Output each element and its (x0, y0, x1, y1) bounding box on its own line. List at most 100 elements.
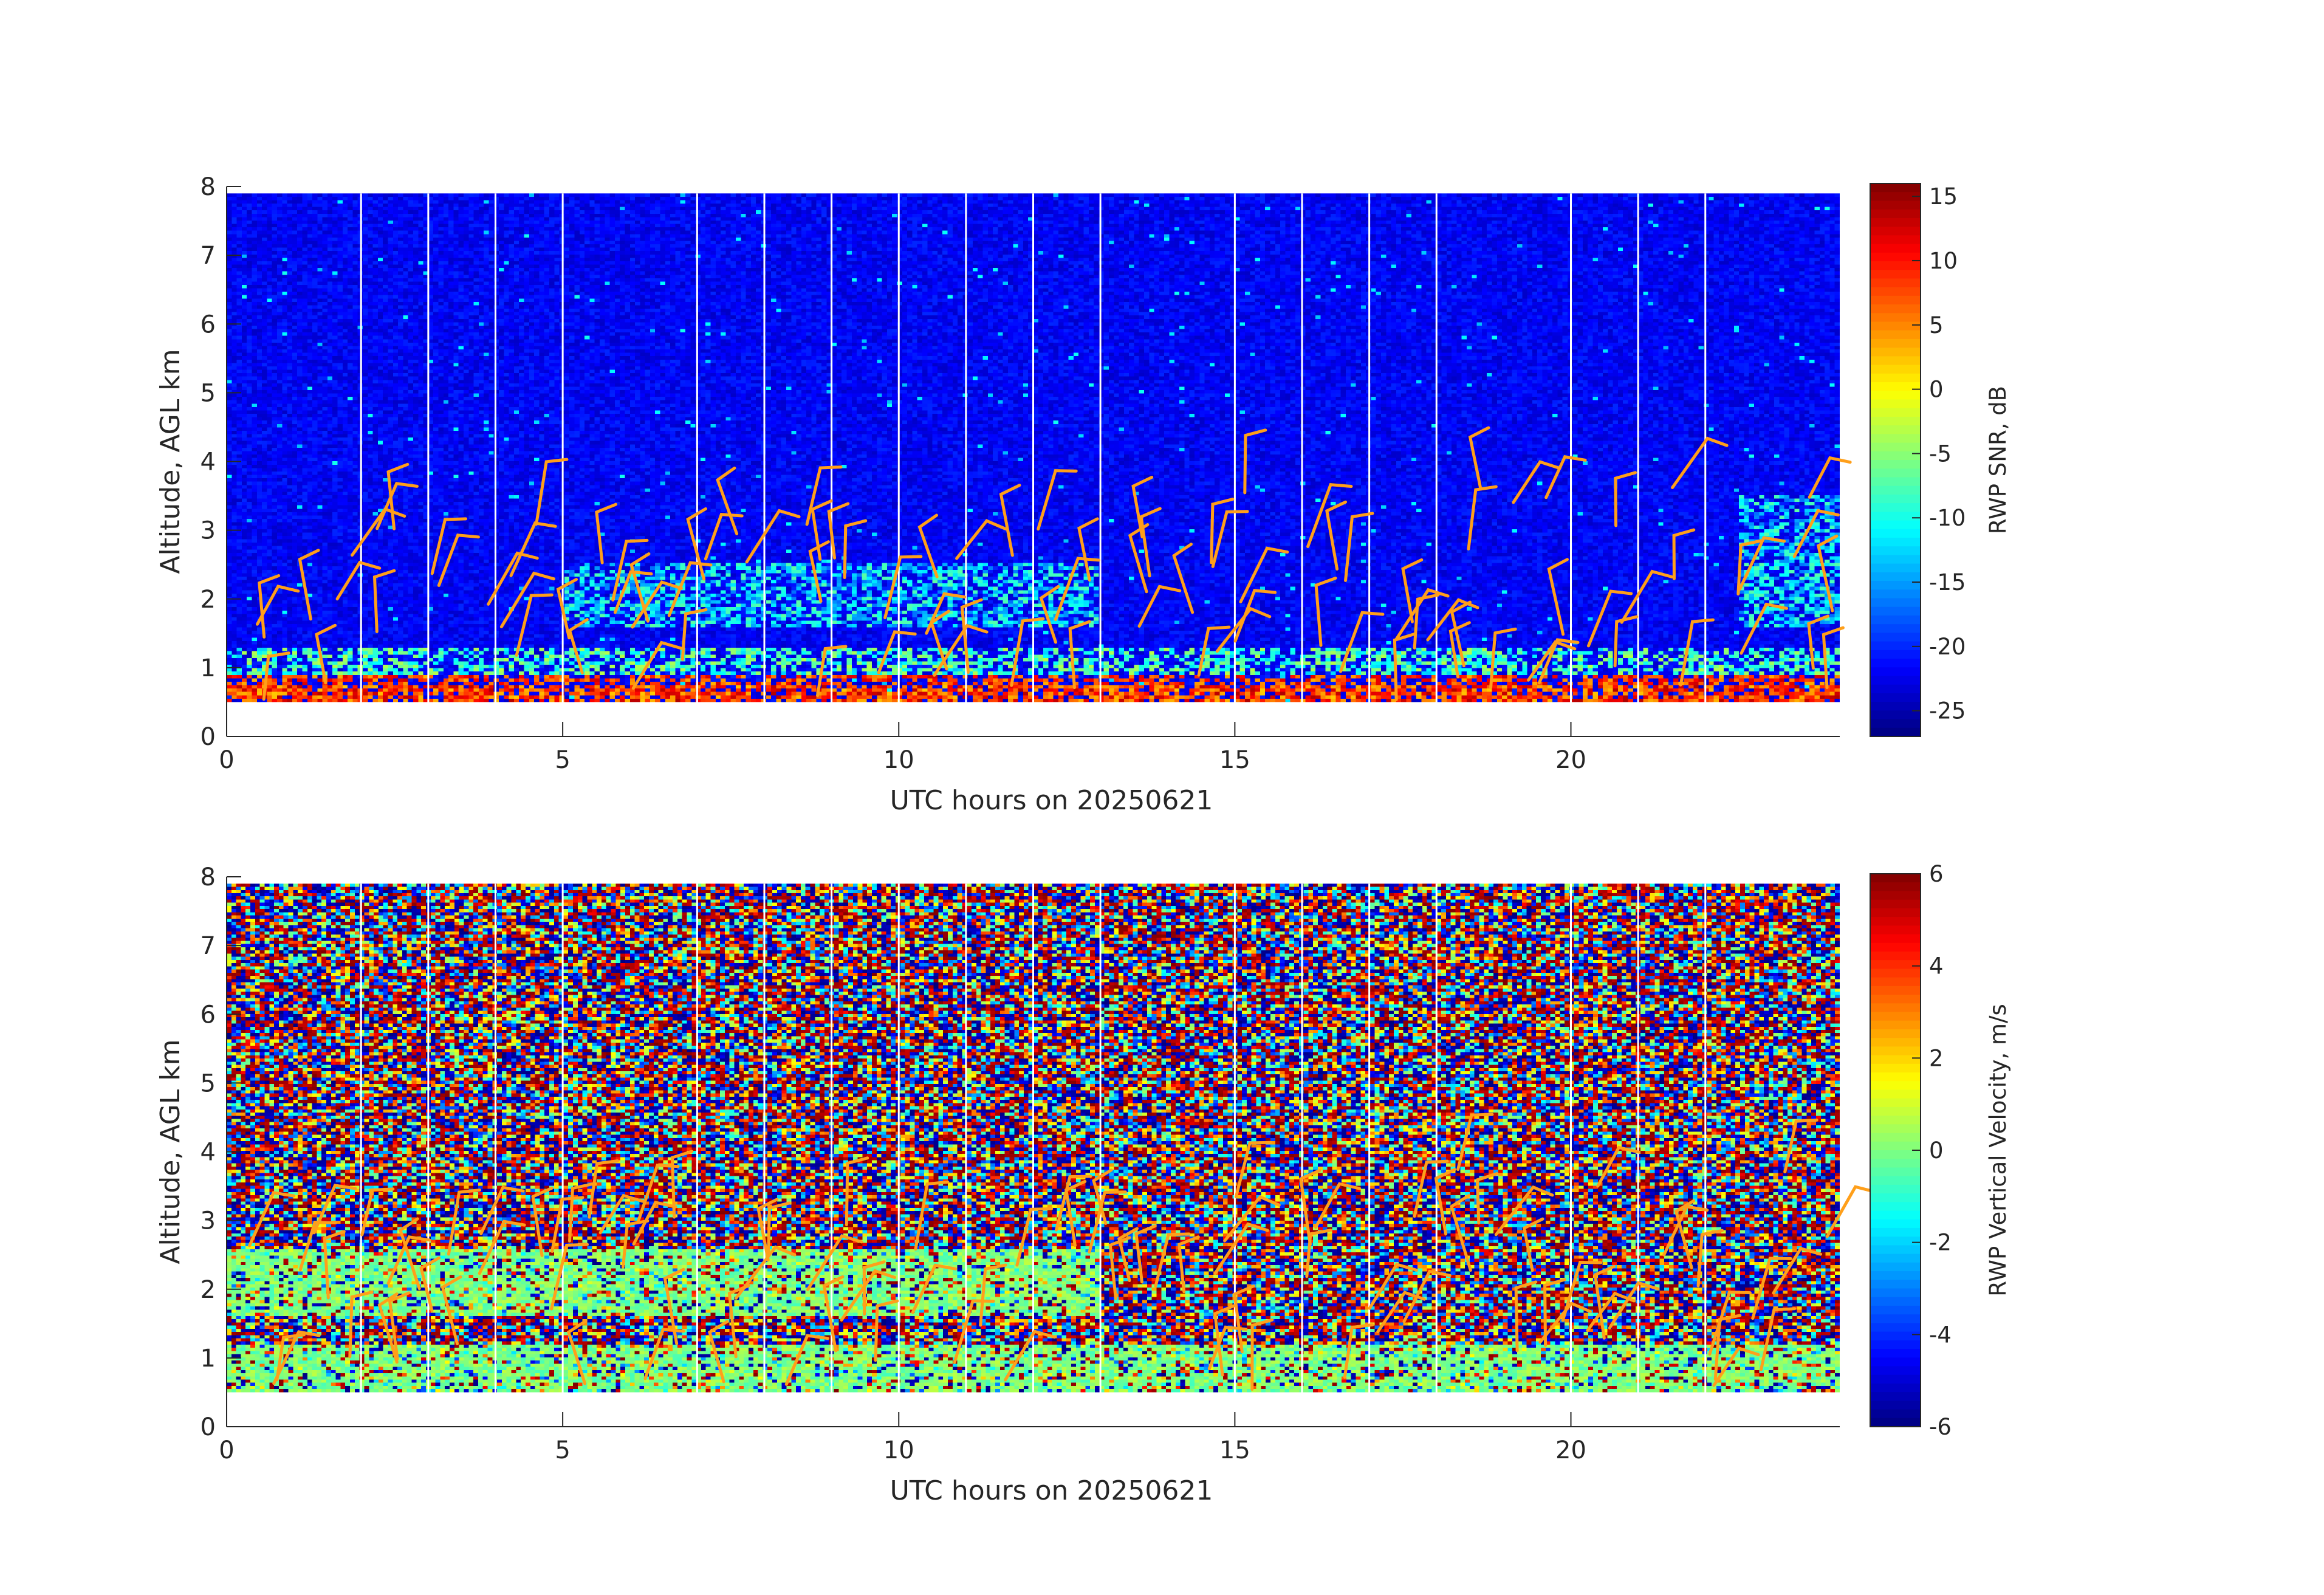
x-tick-label: 15 (1219, 746, 1250, 774)
y-tick-label: 4 (201, 448, 216, 476)
colorbar-swatch (1870, 348, 1921, 357)
colorbar-tick-label: 15 (1929, 184, 1958, 210)
wind-barb (874, 1299, 899, 1362)
wind-barb (298, 1221, 337, 1271)
snr-panel: 0 5 10 15 20 0 1 2 3 4 5 6 7 8 UTC hours on 20250621 Al… (155, 173, 2011, 816)
colorbar-swatch (1870, 1383, 1921, 1393)
colorbar-swatch (1870, 451, 1921, 461)
colorbar-swatch (1870, 468, 1921, 478)
wind-barb (1679, 618, 1715, 687)
y-tick-label: 1 (201, 1345, 216, 1373)
colorbar-swatch (1870, 252, 1921, 262)
wind-barb (930, 609, 950, 671)
y-tick-label: 6 (201, 1001, 216, 1029)
wind-barb (827, 502, 850, 560)
y-tick-label: 4 (201, 1139, 216, 1167)
colorbar-tick-label: 2 (1929, 1045, 1944, 1071)
colorbar-swatch (1870, 1418, 1921, 1427)
wind-barb (499, 571, 555, 629)
wind-barb (248, 1191, 296, 1247)
colorbar-tick-label: 0 (1929, 377, 1944, 403)
colorbar-swatch (1870, 934, 1921, 944)
colorbar: 6 4 2 0 -2 -4 -6 RWP Vertical Velocity, m/s (1870, 861, 2011, 1440)
colorbar-swatch (1870, 546, 1921, 556)
wind-barb (822, 1275, 845, 1353)
colorbar-swatch (1870, 1340, 1921, 1350)
x-tick-label: 10 (883, 1436, 914, 1464)
colorbar-swatch (1870, 1159, 1921, 1168)
wind-barb (1613, 615, 1639, 668)
colorbar-swatch (1870, 572, 1921, 582)
colorbar-swatch (1870, 598, 1921, 608)
wind-barb (595, 503, 617, 564)
colorbar-swatch (1870, 986, 1921, 996)
colorbar: 15 10 5 0 -5 -10 -15 -20 -25 RWP SNR, dB (1870, 183, 2011, 737)
colorbar-swatch (1870, 1305, 1921, 1315)
x-axis-label: UTC hours on 20250621 (890, 1475, 1213, 1506)
y-axis-label: Altitude, AGL km (155, 349, 186, 574)
colorbar-swatch (1870, 244, 1921, 253)
colorbar-swatch (1870, 581, 1921, 591)
wind-barb (632, 1201, 677, 1246)
wind-barb (816, 645, 848, 698)
wind-barb (808, 540, 830, 603)
colorbar-swatch (1870, 1227, 1921, 1238)
colorbar-swatch (1870, 1098, 1921, 1108)
wind-barb (805, 465, 843, 526)
wind-barb (911, 1263, 958, 1314)
y-tick-label: 1 (201, 654, 216, 682)
wind-barb (588, 1159, 619, 1219)
wind-barb (843, 519, 868, 580)
wind-barb (1234, 1141, 1272, 1199)
wind-barb (1712, 1346, 1760, 1387)
wind-barb (914, 1180, 950, 1251)
wind-barb (1662, 1204, 1709, 1257)
colorbar-swatch (1870, 1323, 1921, 1333)
wind-barb (1172, 543, 1195, 614)
colorbar-swatch (1870, 615, 1921, 625)
wind-barb (566, 1319, 588, 1385)
wind-barb (1054, 557, 1100, 622)
wind-barb (1608, 1281, 1660, 1329)
wind-barb (1177, 1235, 1200, 1294)
wind-barb (1816, 534, 1839, 612)
wind-barb (1468, 426, 1490, 489)
wind-barb (735, 1245, 797, 1300)
colorbar-swatch (1870, 477, 1921, 487)
colorbar-swatch (1870, 1245, 1921, 1255)
colorbar-swatch (1870, 408, 1921, 417)
wind-barb (643, 1328, 685, 1381)
colorbar-swatch (1870, 1038, 1921, 1048)
wind-barb (1154, 1232, 1191, 1288)
colorbar-swatch (1870, 969, 1921, 978)
colorbar-swatch (1870, 908, 1921, 918)
wind-barb (1783, 1118, 1818, 1174)
wind-barb (1401, 558, 1424, 623)
colorbar-swatch (1870, 235, 1921, 245)
colorbar-swatch (1870, 1072, 1921, 1082)
colorbar-swatch (1870, 1254, 1921, 1263)
colorbar-swatch (1870, 313, 1921, 323)
colorbar-swatch (1870, 1202, 1921, 1212)
wind-barb (784, 1334, 830, 1386)
wind-barb (663, 1267, 685, 1345)
y-tick-label: 3 (201, 1207, 216, 1235)
y-tick-label: 2 (201, 1276, 216, 1304)
colorbar-swatch (1870, 1106, 1921, 1117)
wind-barb (877, 630, 917, 674)
colorbar-swatch (1870, 434, 1921, 444)
wind-barb (1696, 1229, 1724, 1288)
colorbar-swatch (1870, 641, 1921, 651)
colorbar-swatch (1870, 977, 1921, 987)
colorbar-tick-label: -2 (1929, 1230, 1952, 1256)
wind-barb (953, 1299, 995, 1364)
colorbar-tick-label: -15 (1929, 569, 1966, 595)
wind-barb (1299, 1168, 1321, 1246)
wind-barb (1467, 485, 1498, 551)
wind-barb (1314, 577, 1337, 647)
colorbar-swatch (1870, 1167, 1921, 1177)
wind-barb (811, 499, 833, 561)
wind-barb (1305, 1229, 1332, 1278)
colorbar-swatch (1870, 899, 1921, 909)
colorbar-swatch (1870, 882, 1921, 892)
